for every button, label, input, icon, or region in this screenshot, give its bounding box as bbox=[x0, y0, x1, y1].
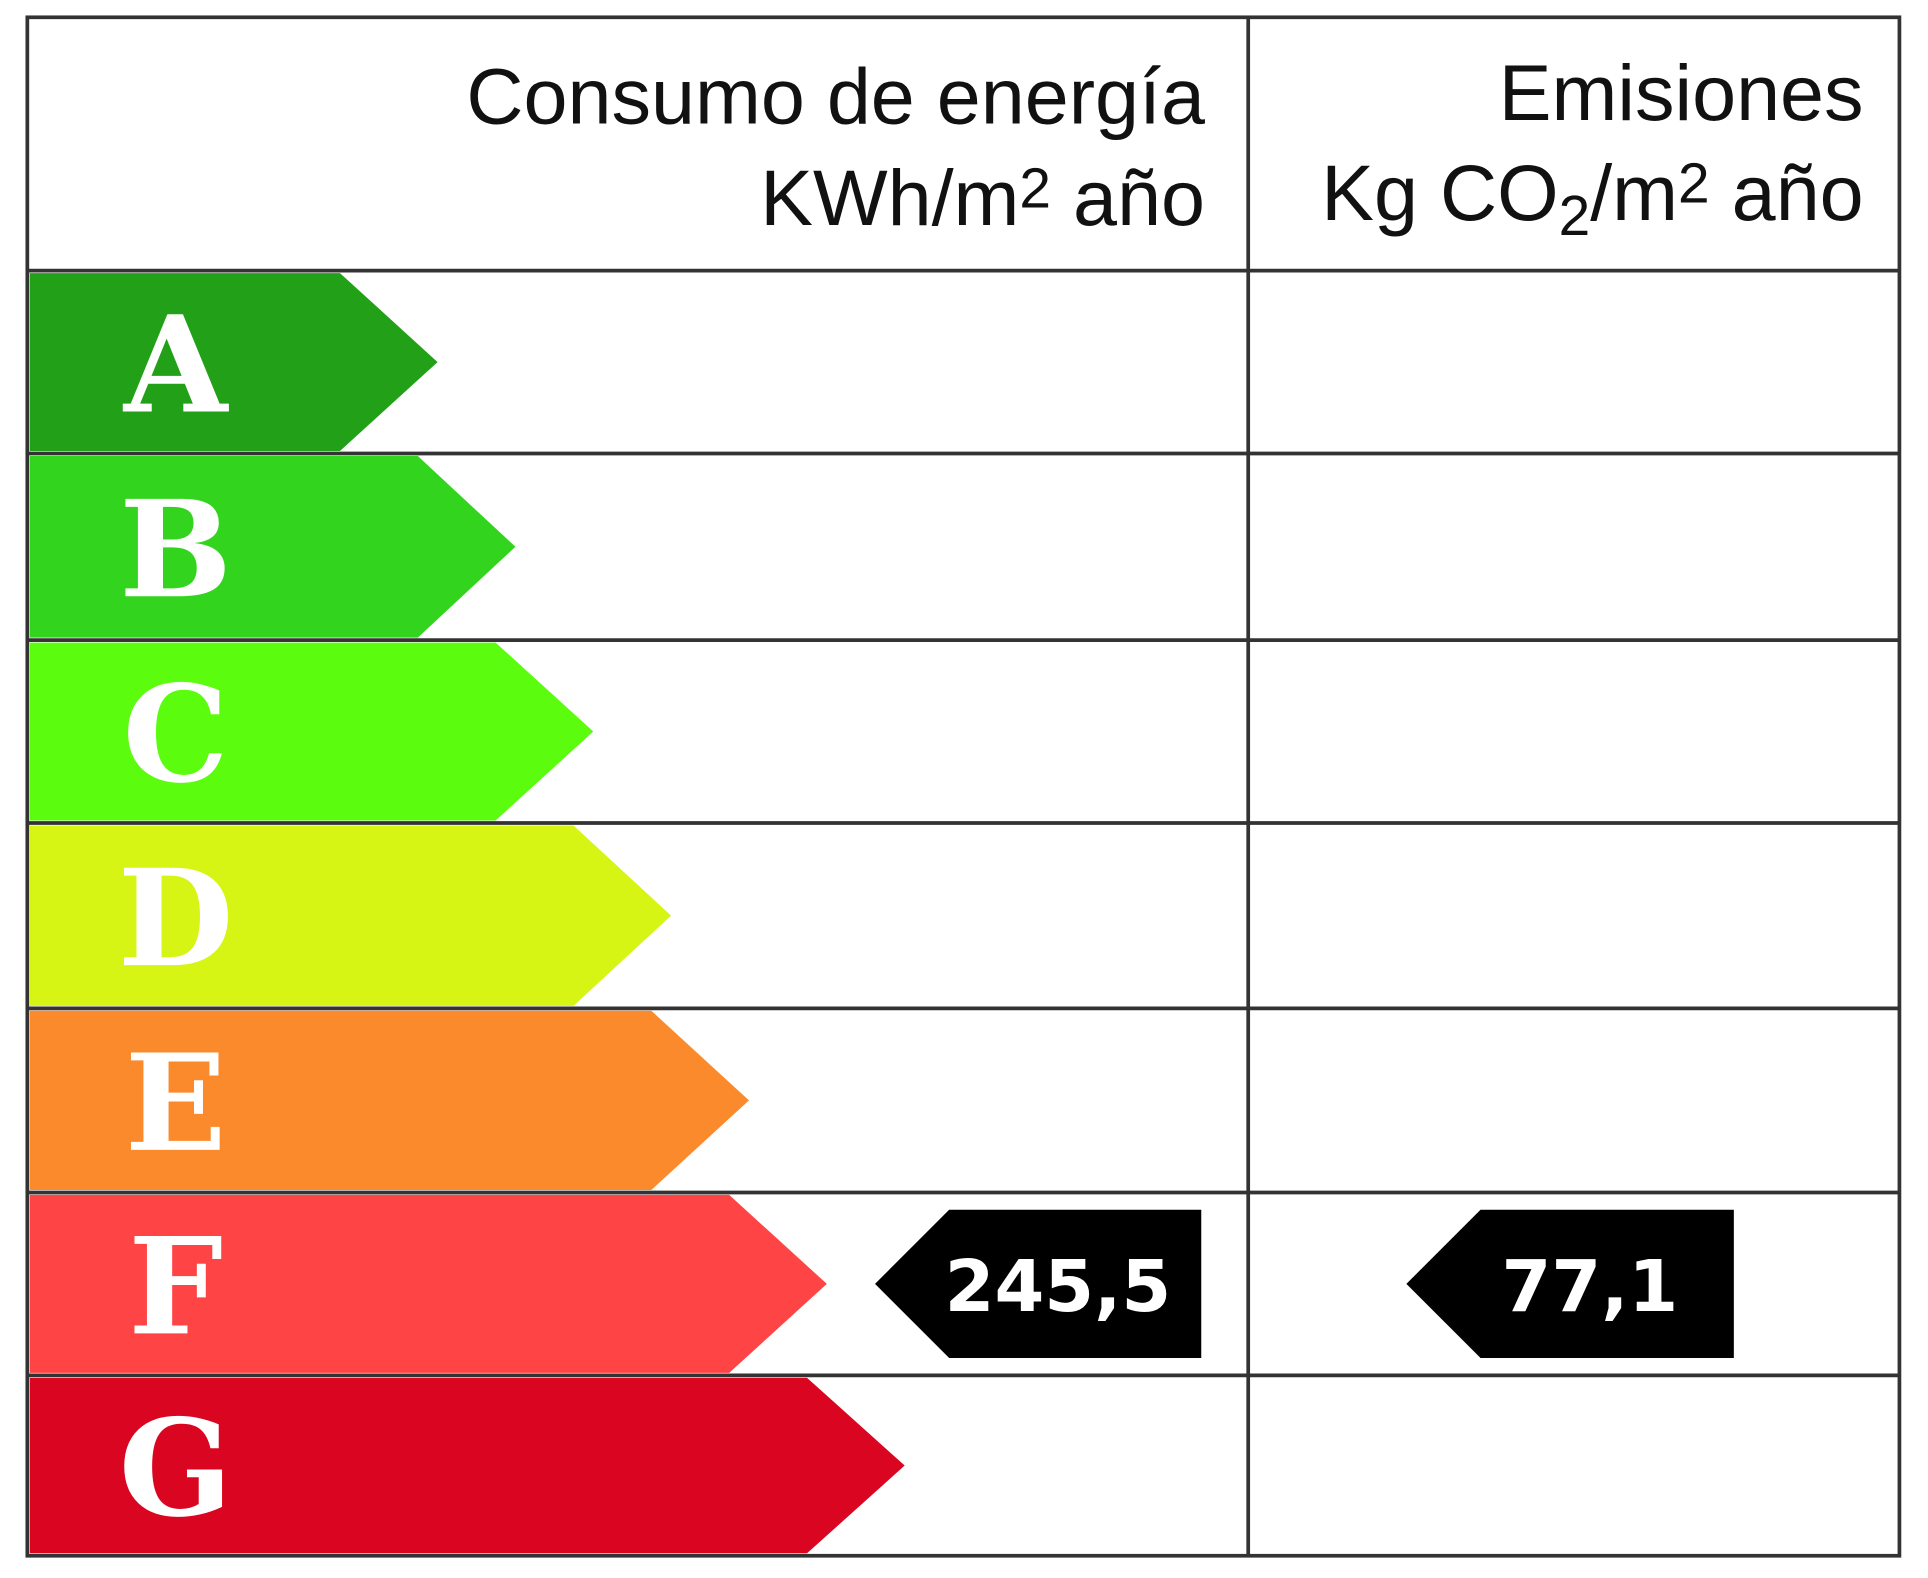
unit-superscript: 2 bbox=[1019, 158, 1051, 221]
consumo-unit: KWh/m2 año bbox=[760, 153, 1205, 242]
rating-letter: C bbox=[123, 657, 229, 813]
indicator-value: 245,5 bbox=[945, 1244, 1172, 1328]
rating-letter: G bbox=[119, 1391, 233, 1547]
unit-part: Kg CO bbox=[1321, 148, 1558, 237]
indicator-value: 77,1 bbox=[1501, 1244, 1678, 1328]
rating-arrow bbox=[29, 825, 672, 1006]
rating-arrow bbox=[29, 455, 516, 638]
rating-arrow bbox=[29, 1194, 827, 1373]
indicator-arrow bbox=[875, 1209, 1202, 1359]
unit-part: KWh/m bbox=[760, 153, 1019, 242]
rating-arrow bbox=[29, 1377, 905, 1554]
rating-letter: A bbox=[122, 287, 230, 443]
unit-superscript: 2 bbox=[1678, 153, 1710, 216]
indicator-arrow bbox=[1406, 1209, 1734, 1359]
consumo-title: Consumo de energía bbox=[466, 52, 1205, 141]
emisiones-unit: Kg CO2/m2 año bbox=[1321, 148, 1863, 248]
rating-letter: F bbox=[128, 1209, 223, 1365]
rating-letter: D bbox=[118, 841, 234, 997]
rating-arrow bbox=[29, 273, 438, 452]
rating-arrow bbox=[29, 642, 594, 821]
unit-part: año bbox=[1710, 148, 1864, 237]
unit-subscript: 2 bbox=[1559, 185, 1591, 248]
emisiones-title: Emisiones bbox=[1499, 48, 1864, 137]
unit-part: año bbox=[1051, 153, 1205, 242]
rating-letter: E bbox=[125, 1026, 227, 1182]
unit-part: /m bbox=[1590, 148, 1678, 237]
rating-letter: B bbox=[119, 472, 232, 628]
rating-arrow bbox=[29, 1010, 749, 1190]
